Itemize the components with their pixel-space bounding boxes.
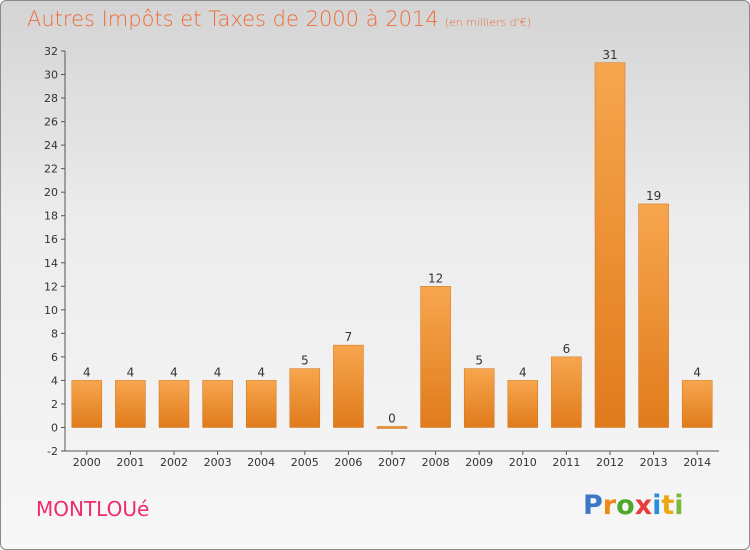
y-tick-label: 8	[51, 327, 58, 340]
bar	[594, 62, 626, 428]
data-label: 4	[693, 365, 701, 379]
bar	[420, 286, 451, 428]
city-name: MONTLOUé	[36, 497, 150, 521]
data-label: 4	[257, 365, 265, 379]
data-label: 6	[563, 342, 571, 356]
logo-letter: P	[583, 490, 603, 521]
bar	[115, 380, 146, 428]
bar	[376, 426, 408, 429]
x-tick-label: 2012	[596, 456, 624, 469]
data-label: 4	[83, 365, 91, 379]
bar	[638, 203, 669, 428]
y-tick-label: 24	[44, 139, 58, 152]
x-tick-label: 2007	[378, 456, 406, 469]
data-labels: 4 4 4 4 4 5 7 0 12 5 4 6 31 19 4	[83, 48, 701, 426]
x-tick-label: 2001	[116, 456, 144, 469]
chart-title-text: Autres Impôts et Taxes de 2000 à 2014	[27, 7, 439, 31]
logo-letter: r	[602, 490, 617, 521]
x-tick-label: 2003	[204, 456, 232, 469]
x-tick-label: 2000	[73, 456, 101, 469]
bar	[681, 380, 713, 428]
y-tick-label: 6	[51, 351, 58, 364]
x-tick-label: 2002	[160, 456, 188, 469]
bar	[158, 380, 190, 428]
data-label: 4	[214, 365, 222, 379]
chart-unit: (en milliers d'€)	[444, 16, 531, 29]
x-tick-label: 2009	[465, 456, 493, 469]
y-tick-label: 26	[44, 116, 58, 129]
bars	[71, 62, 713, 429]
data-label: 19	[646, 189, 661, 203]
x-tick-label: 2005	[291, 456, 319, 469]
x-tick-label: 2014	[683, 456, 711, 469]
bar	[245, 380, 277, 428]
y-tick-label: 20	[44, 186, 58, 199]
y-tick-label: 22	[44, 163, 58, 176]
x-tick-label: 2010	[509, 456, 537, 469]
logo-letter: i	[652, 490, 662, 521]
data-label: 7	[345, 330, 353, 344]
bar	[463, 368, 495, 428]
proxiti-logo: Proxiti	[583, 490, 684, 521]
bar	[71, 380, 103, 428]
y-tick-label: 4	[51, 374, 58, 387]
bar	[507, 380, 539, 428]
bar	[202, 380, 233, 428]
logo-letter: t	[661, 490, 675, 521]
bar	[551, 356, 582, 428]
logo-letter: i	[674, 490, 684, 521]
data-label: 5	[301, 354, 309, 368]
data-label: 31	[602, 48, 617, 62]
y-tick-label: 18	[44, 210, 58, 223]
x-tick-label: 2011	[552, 456, 580, 469]
x-tick-label: 2006	[334, 456, 362, 469]
data-label: 4	[519, 365, 527, 379]
data-label: 12	[428, 271, 443, 285]
data-label: 4	[170, 365, 178, 379]
y-tick-label: 12	[44, 280, 58, 293]
bar	[289, 368, 321, 428]
logo-letter: o	[616, 490, 635, 521]
x-tick-label: 2008	[422, 456, 450, 469]
data-label: 0	[388, 411, 396, 425]
x-tick-label: 2004	[247, 456, 275, 469]
bar	[333, 344, 364, 428]
x-tick-label: 2013	[640, 456, 668, 469]
logo-letter: x	[634, 490, 653, 521]
y-tick-label: 0	[51, 421, 58, 434]
y-tick-label: 28	[44, 92, 58, 105]
y-tick-label: 2	[51, 398, 58, 411]
y-tick-label: 10	[44, 304, 58, 317]
data-label: 4	[127, 365, 135, 379]
y-tick-label: 14	[44, 257, 58, 270]
y-tick-label: 32	[44, 45, 58, 58]
y-tick-label: 30	[44, 69, 58, 82]
y-tick-label: -2	[47, 445, 58, 458]
y-tick-label: 16	[44, 233, 58, 246]
data-label: 5	[475, 354, 483, 368]
chart-title: Autres Impôts et Taxes de 2000 à 2014 (en…	[27, 7, 531, 31]
